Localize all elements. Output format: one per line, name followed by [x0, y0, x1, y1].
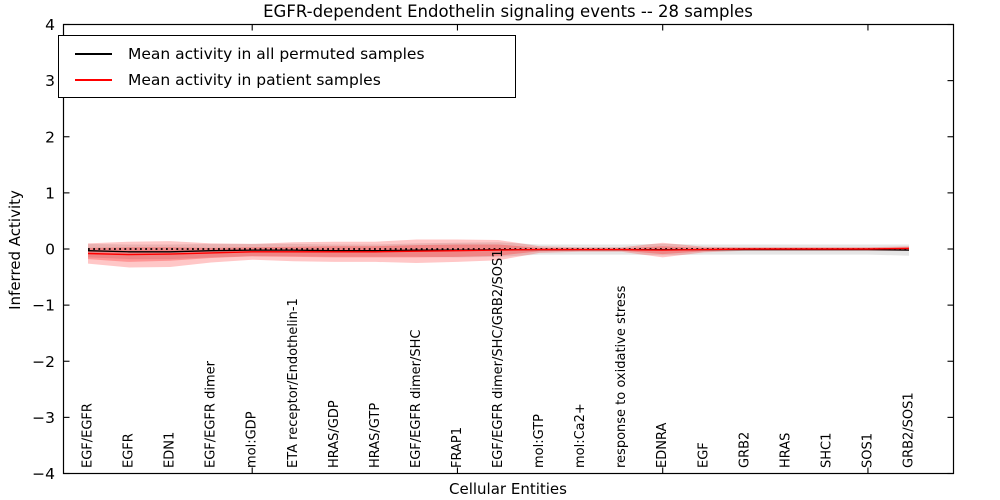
x-category-label: EDNRA [655, 423, 670, 468]
x-category-label: HRAS/GDP [327, 400, 342, 468]
x-category-label: ETA receptor/Endothelin-1 [286, 298, 301, 468]
x-category-label: SOS1 [860, 433, 875, 468]
x-category-label: SHC1 [819, 433, 834, 468]
legend-item-patient: Mean activity in patient samples [75, 67, 515, 93]
x-category-label: EGF [696, 442, 711, 468]
patient-line-swatch [75, 79, 112, 81]
x-category-label: mol:GTP [532, 414, 547, 468]
x-category-label: HRAS [778, 433, 793, 468]
legend-item-permuted: Mean activity in all permuted samples [75, 41, 515, 67]
patient-mean-line [87, 247, 910, 256]
x-category-label: GRB2/SOS1 [902, 392, 917, 468]
permuted-line-swatch [75, 53, 112, 55]
legend-box: Mean activity in all permuted samples Me… [58, 35, 516, 98]
x-category-label: mol:Ca2+ [573, 403, 588, 468]
x-category-label: response to oxidative stress [614, 285, 629, 468]
x-category-label: GRB2 [737, 432, 752, 468]
svg-text:2: 2 [45, 128, 55, 146]
patient-band-inner [88, 244, 909, 262]
svg-text:−1: −1 [32, 297, 55, 315]
x-category-label: EGFR [122, 433, 137, 468]
x-category-label: FRAP1 [450, 427, 465, 468]
svg-text:0: 0 [45, 241, 55, 259]
axis-ticks [63, 23, 954, 475]
svg-text:−2: −2 [32, 353, 55, 371]
svg-text:3: 3 [45, 72, 55, 90]
chart-title: EGFR-dependent Endothelin signaling even… [263, 2, 753, 21]
x-category-label: EGF/EGFR [81, 403, 96, 468]
svg-text:4: 4 [45, 16, 55, 34]
y-tick-labels: 4 3 2 1 0 −1 −2 −3 −4 [32, 16, 55, 483]
x-category-label: EGF/EGFR dimer/SHC [409, 330, 424, 468]
svg-text:1: 1 [45, 184, 55, 202]
x-category-label: HRAS/GTP [368, 403, 383, 468]
x-category-label: mol:GDP [245, 411, 260, 468]
x-category-label: EDN1 [163, 432, 178, 468]
svg-text:−3: −3 [32, 409, 55, 427]
x-axis-label: Cellular Entities [449, 480, 567, 498]
x-category-labels: EGF/EGFR EGFR EDN1 EGF/EGFR dimer mol:GDP ETA… [81, 250, 917, 469]
patient-band-outer [88, 239, 909, 268]
legend-label-patient: Mean activity in patient samples [128, 71, 381, 89]
legend-label-permuted: Mean activity in all permuted samples [128, 45, 425, 63]
x-category-label: EGF/EGFR dimer/SHC/GRB2/SOS1 [491, 250, 506, 469]
svg-text:−4: −4 [32, 465, 55, 483]
x-category-label: EGF/EGFR dimer [204, 360, 219, 468]
y-axis-label: Inferred Activity [6, 190, 24, 310]
